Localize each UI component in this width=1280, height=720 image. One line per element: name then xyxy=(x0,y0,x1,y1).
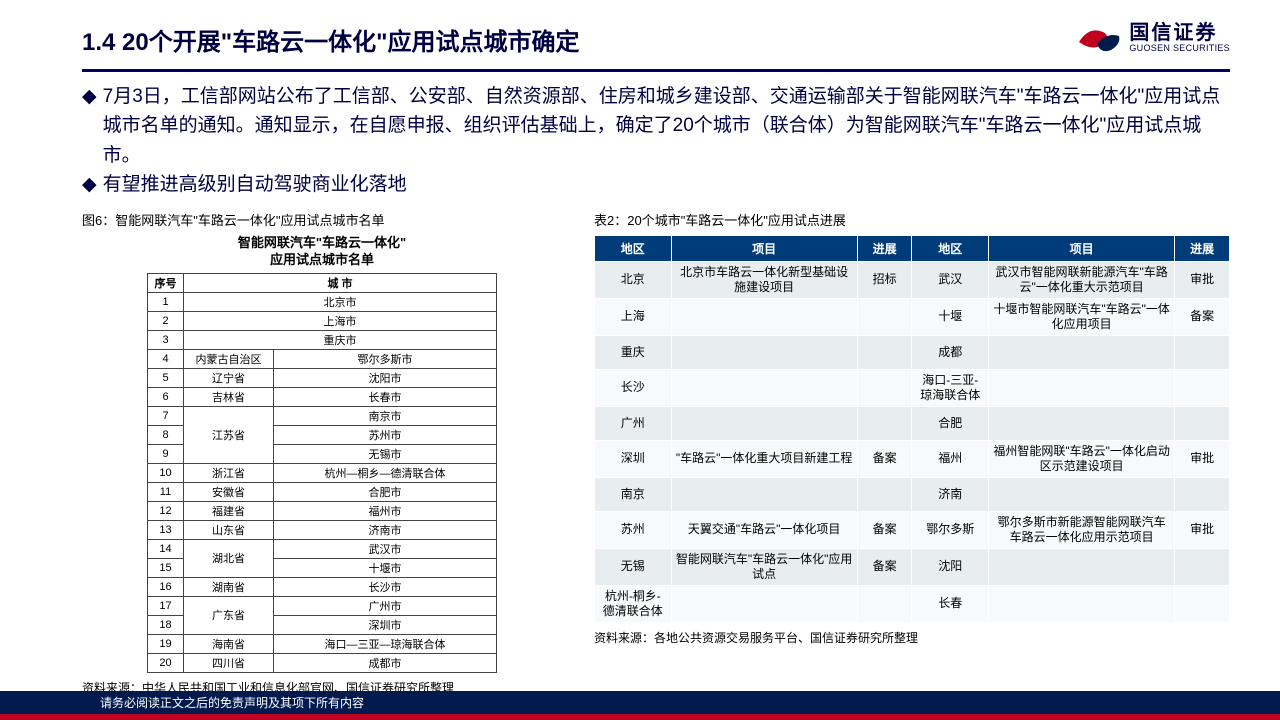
fig6-inner-title: 智能网联汽车"车路云一体化"应用试点城市名单 xyxy=(82,235,562,269)
tab2-source: 资料来源：各地公共资源交易服务平台、国信证券研究所整理 xyxy=(594,629,1230,646)
logo-en: GUOSEN SECURITIES xyxy=(1129,44,1230,54)
footer-accent xyxy=(0,714,1280,720)
footer-text: 请务必阅读正文之后的免责声明及其项下所有内容 xyxy=(0,691,1280,714)
fig6-caption: 图6：智能网联汽车"车路云一体化"应用试点城市名单 xyxy=(82,210,562,229)
bullets: ◆7月3日，工信部网站公布了工信部、公安部、自然资源部、住房和城乡建设部、交通运… xyxy=(82,82,1230,200)
logo-cn: 国信证券 xyxy=(1129,22,1230,44)
fig6-table: 序号城 市1北京市2上海市3重庆市4内蒙古自治区鄂尔多斯市5辽宁省沈阳市6吉林省… xyxy=(147,273,497,673)
logo-icon xyxy=(1077,22,1121,54)
footer: 请务必阅读正文之后的免责声明及其项下所有内容 xyxy=(0,691,1280,720)
tab2-caption: 表2：20个城市"车路云一体化"应用试点进展 xyxy=(594,210,1230,229)
tab2-table: 地区项目进展地区项目进展北京北京市车路云一体化新型基础设施建设项目招标武汉武汉市… xyxy=(594,235,1230,623)
brand-logo: 国信证券 GUOSEN SECURITIES xyxy=(1077,22,1230,54)
page-title: 1.4 20个开展"车路云一体化"应用试点城市确定 xyxy=(82,22,579,57)
